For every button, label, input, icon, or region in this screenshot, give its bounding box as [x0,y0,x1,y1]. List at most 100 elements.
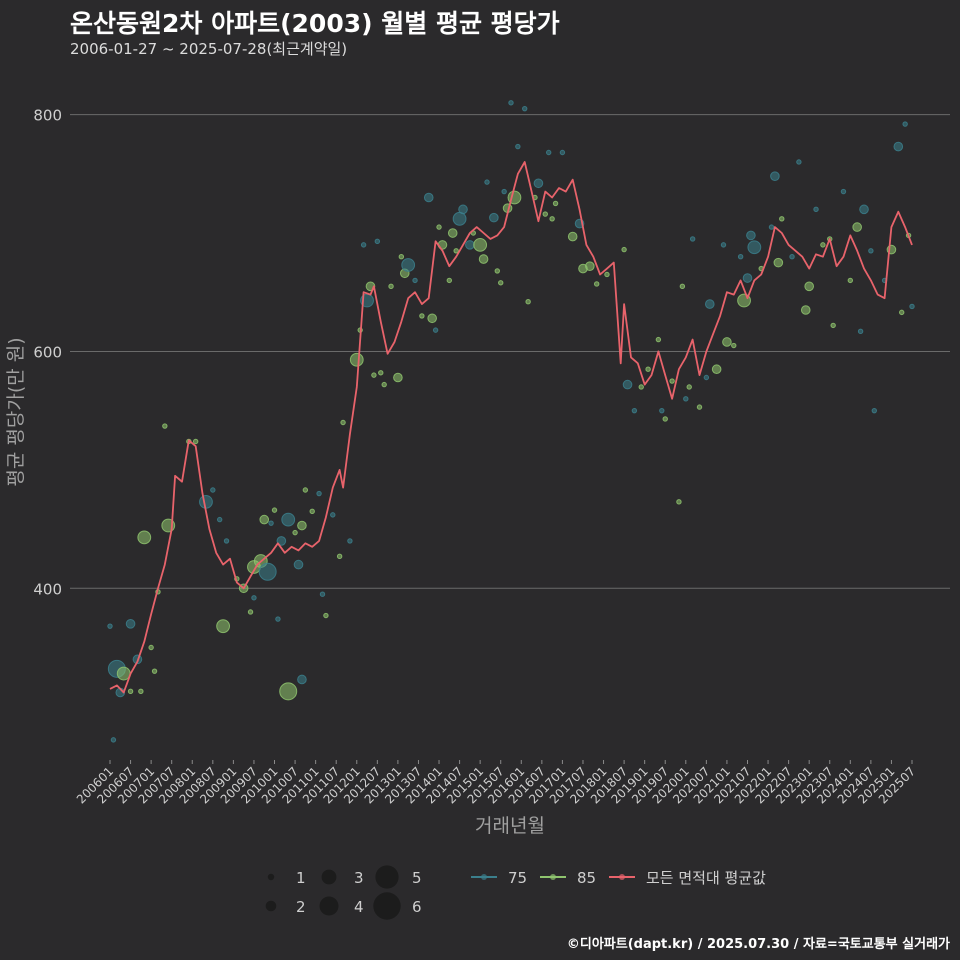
data-point-75 [489,212,499,223]
data-point-75 [465,240,475,250]
data-point-85 [473,237,488,252]
data-point-85 [398,254,405,260]
data-point-85 [271,507,278,513]
legend-size-dot [267,873,275,881]
y-tick-label: 400 [33,580,62,598]
data-point-85 [302,487,309,493]
legend-series-dot [619,874,625,880]
data-point-75 [742,273,753,283]
data-point-75 [689,236,696,242]
data-point-75 [319,591,326,597]
data-point-85 [662,416,668,422]
data-point-75 [533,178,544,189]
data-point-85 [419,313,425,319]
data-point-85 [137,530,152,545]
legend-size-label: 4 [354,898,364,916]
data-point-75 [297,674,307,685]
data-point-75 [622,379,633,390]
data-point-85 [567,231,578,242]
data-point-85 [279,682,298,701]
data-point-85 [525,299,531,305]
legend-size-label: 1 [296,869,306,887]
data-point-75 [703,374,710,381]
data-point-75 [501,188,507,195]
legend-size-label: 5 [412,869,422,887]
data-point-75 [110,737,117,743]
data-point-75 [770,171,780,181]
scatter-points [107,100,915,743]
data-point-85 [336,553,343,560]
legend-size-label: 3 [354,869,364,887]
data-point-85 [162,423,168,429]
data-point-75 [720,242,727,248]
data-point-75 [796,159,802,165]
data-point-85 [297,520,307,531]
data-point-85 [542,211,548,217]
data-point-75 [508,100,514,106]
data-point-85 [549,216,555,222]
data-point-75 [909,303,915,310]
data-point-85 [349,352,364,367]
data-point-85 [804,281,814,292]
data-point-75 [871,407,877,414]
data-point-85 [381,381,387,388]
data-point-85 [192,438,199,445]
legend-series-label: 85 [577,869,596,887]
y-axis-title: 평균 평당가(만 원) [5,337,27,486]
data-point-85 [696,404,703,410]
data-point-85 [593,281,600,287]
data-point-75 [893,141,904,152]
legend-size-dot [321,869,337,885]
data-point-75 [125,619,136,629]
data-point-75 [546,149,552,156]
source-caption: ©디아파트(dapt.kr) / 2025.07.30 / 자료=국토교통부 실… [566,937,950,952]
data-point-85 [447,228,458,238]
legend-series-label: 모든 면적대 평균값 [646,869,766,887]
data-point-75 [107,623,113,629]
legend-size-label: 6 [412,898,422,916]
data-point-85 [340,419,346,426]
data-point-85 [378,370,384,376]
data-point-75 [659,407,665,414]
chart-subtitle: 2006-01-27 ~ 2025-07-28(최근계약일) [70,40,348,58]
data-point-85 [388,283,394,290]
data-point-85 [478,254,489,264]
data-point-85 [847,277,854,284]
data-point-85 [800,305,811,315]
data-point-85 [127,688,134,695]
data-point-85 [427,313,437,324]
data-point-85 [899,309,905,316]
data-point-85 [259,514,270,525]
data-point-85 [669,378,675,384]
data-point-85 [323,612,329,619]
x-axis-title: 거래년월 [475,815,545,837]
data-point-75 [484,179,490,185]
data-point-75 [768,224,775,230]
data-point-75 [813,206,819,213]
data-point-75 [868,248,874,254]
data-point-85 [676,499,682,505]
average-price-line [109,161,913,694]
data-point-75 [859,204,869,215]
data-point-75 [281,512,296,527]
data-point-85 [722,337,732,347]
data-point-85 [585,261,595,271]
data-point-75 [559,149,566,156]
data-point-85 [216,619,231,634]
data-point-75 [210,487,216,493]
data-point-75 [458,204,468,215]
data-point-75 [223,538,230,544]
data-point-85 [453,248,459,254]
data-point-75 [330,512,336,518]
data-point-75 [902,121,908,127]
legend-series-dot [481,874,487,880]
data-point-85 [820,242,826,248]
data-point-75 [216,516,223,523]
y-tick-label: 800 [33,107,62,125]
data-point-75 [432,327,439,333]
data-point-75 [412,277,418,284]
data-point-85 [148,644,154,651]
data-point-85 [779,216,785,222]
data-point-85 [621,246,627,253]
